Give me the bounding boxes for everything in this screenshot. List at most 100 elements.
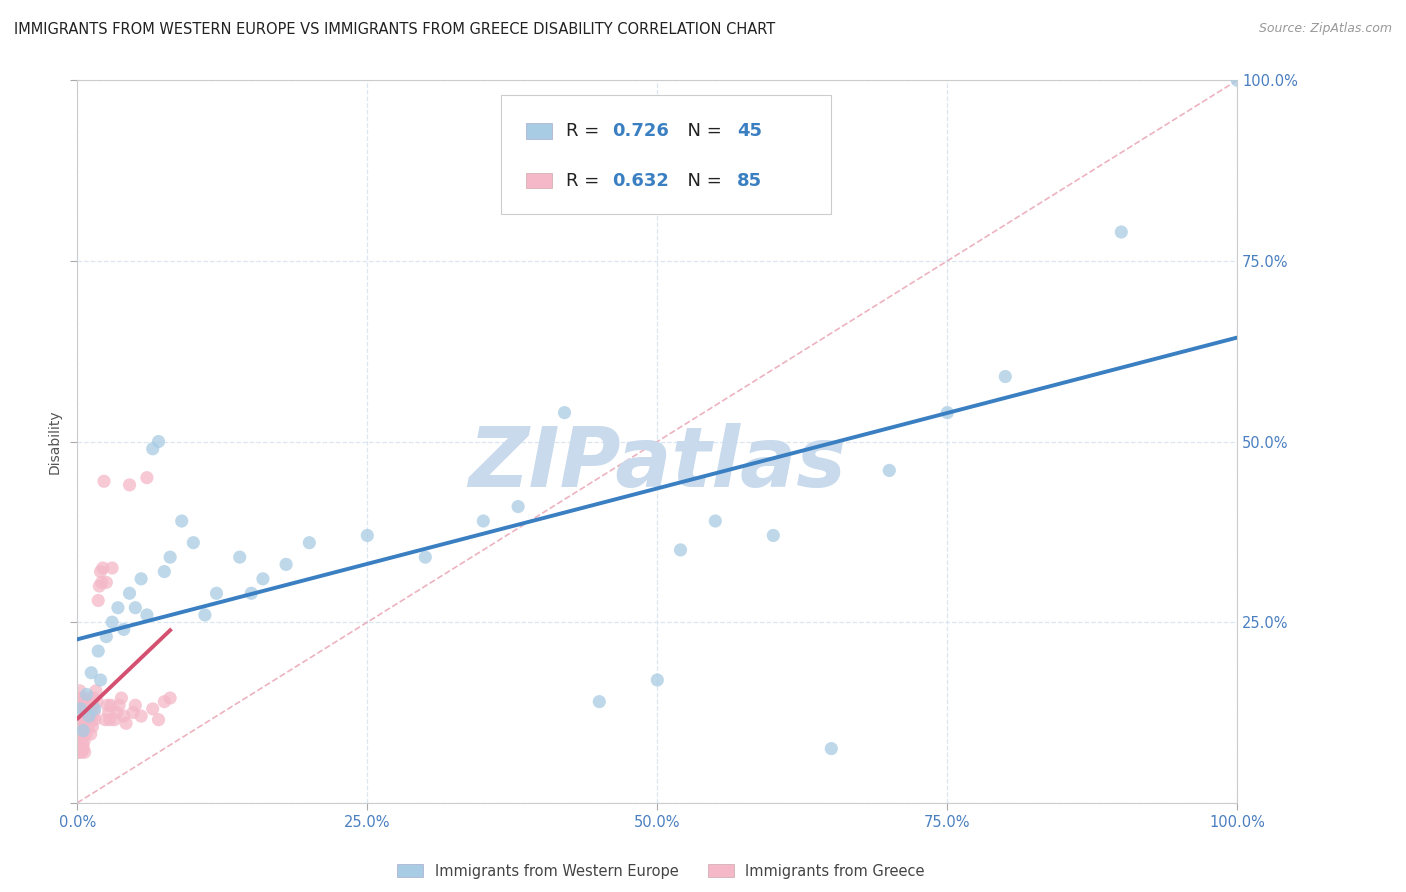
Point <box>73 716 96 731</box>
Point <box>90 565 111 579</box>
Point <box>83 691 105 706</box>
Point <box>77 720 100 734</box>
Point <box>67 741 90 756</box>
Point <box>76 706 98 720</box>
Point <box>115 716 138 731</box>
Point <box>67 734 90 748</box>
Point <box>66 745 89 759</box>
Point <box>298 535 321 549</box>
Point <box>70 706 93 720</box>
Point <box>79 698 101 713</box>
Point <box>69 741 91 756</box>
Point <box>67 691 90 706</box>
Point <box>1226 73 1249 87</box>
Point <box>69 741 91 756</box>
Point <box>142 442 165 456</box>
Point <box>129 709 152 723</box>
Point <box>84 683 107 698</box>
Point <box>148 434 170 449</box>
Point <box>72 709 94 723</box>
Point <box>96 575 118 590</box>
Point <box>67 738 90 752</box>
Text: N =: N = <box>676 122 727 140</box>
Point <box>228 550 252 565</box>
Point <box>90 575 112 590</box>
Point <box>82 698 104 713</box>
Point <box>124 600 146 615</box>
Legend: Immigrants from Western Europe, Immigrants from Greece: Immigrants from Western Europe, Immigran… <box>391 858 931 885</box>
Point <box>70 713 93 727</box>
Point <box>73 745 96 759</box>
Point <box>105 706 128 720</box>
Point <box>72 741 94 756</box>
Point <box>83 713 105 727</box>
Point <box>1111 225 1133 239</box>
Point <box>67 706 90 720</box>
Text: ZIPatlas: ZIPatlas <box>468 423 846 504</box>
Point <box>72 738 94 752</box>
Point <box>87 593 110 607</box>
Point <box>100 698 122 713</box>
Point <box>72 691 94 706</box>
Point <box>205 586 228 600</box>
Point <box>153 565 176 579</box>
Point <box>76 713 98 727</box>
Point <box>80 665 103 680</box>
Point <box>80 713 103 727</box>
Point <box>820 741 842 756</box>
FancyBboxPatch shape <box>526 172 551 188</box>
Point <box>76 702 98 716</box>
Point <box>136 607 159 622</box>
Point <box>69 738 91 752</box>
Text: 85: 85 <box>737 171 762 189</box>
Point <box>506 500 529 514</box>
Point <box>170 514 193 528</box>
Point <box>877 463 901 477</box>
Text: 0.632: 0.632 <box>612 171 669 189</box>
Point <box>67 727 90 741</box>
Y-axis label: Disability: Disability <box>48 409 62 474</box>
Point <box>252 572 274 586</box>
Point <box>91 561 114 575</box>
Text: IMMIGRANTS FROM WESTERN EUROPE VS IMMIGRANTS FROM GREECE DISABILITY CORRELATION : IMMIGRANTS FROM WESTERN EUROPE VS IMMIGR… <box>14 22 775 37</box>
Text: 0.726: 0.726 <box>612 122 669 140</box>
Point <box>69 706 91 720</box>
Point <box>69 713 91 727</box>
Point <box>86 695 108 709</box>
Point <box>70 713 93 727</box>
Point <box>276 558 298 572</box>
Point <box>136 471 159 485</box>
Point <box>89 579 111 593</box>
Point <box>70 745 93 759</box>
Point <box>413 550 436 565</box>
Point <box>67 709 90 723</box>
Point <box>98 713 121 727</box>
Point <box>73 709 96 723</box>
Point <box>122 706 145 720</box>
Point <box>87 644 110 658</box>
Point <box>101 561 124 575</box>
Point <box>107 600 129 615</box>
Point <box>159 550 181 565</box>
Point <box>77 691 100 706</box>
Point <box>124 698 146 713</box>
Point <box>70 698 93 713</box>
Point <box>994 369 1017 384</box>
Point <box>183 535 205 549</box>
Point <box>67 745 90 759</box>
Point <box>67 716 90 731</box>
Point <box>101 615 124 630</box>
FancyBboxPatch shape <box>501 95 831 214</box>
Text: N =: N = <box>676 171 727 189</box>
Point <box>67 738 90 752</box>
Point <box>70 734 93 748</box>
Point <box>96 630 118 644</box>
Point <box>194 607 217 622</box>
Point <box>90 673 111 687</box>
Point <box>762 528 785 542</box>
Point <box>69 720 91 734</box>
Point <box>72 723 94 738</box>
Point <box>112 709 135 723</box>
Point <box>79 727 101 741</box>
Point <box>94 713 117 727</box>
